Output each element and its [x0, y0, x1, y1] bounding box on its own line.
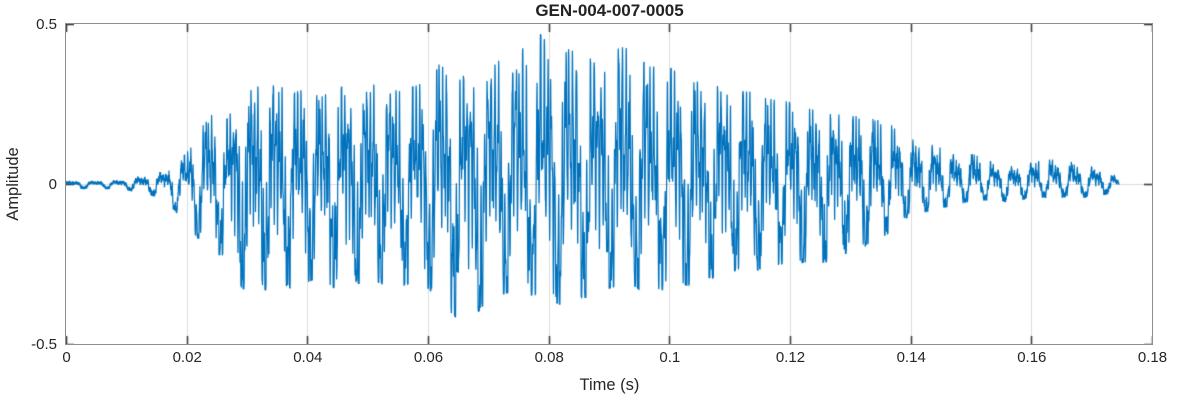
y-tick-label: 0 [48, 175, 57, 193]
x-tick-label: 0 [62, 349, 71, 366]
x-tick-label: 0.12 [775, 349, 806, 366]
waveform-canvas [66, 24, 1152, 344]
x-tick-label: 0.14 [896, 349, 926, 366]
chart-title: GEN-004-007-0005 [535, 1, 684, 20]
y-tick-label: 0.5 [36, 15, 57, 33]
x-axis-label: Time (s) [579, 376, 640, 394]
x-tick-label: 0.02 [172, 349, 202, 366]
x-tick-label: 0.08 [534, 349, 564, 366]
x-tick-label: 0.06 [413, 349, 444, 366]
x-tick-label: 0.18 [1137, 349, 1168, 366]
y-tick-label: -0.5 [31, 335, 57, 353]
x-tick-label: 0.16 [1017, 349, 1047, 366]
x-tick-label: 0.1 [659, 349, 681, 366]
x-tick-label: 0.04 [293, 349, 323, 366]
plot-area [65, 23, 1153, 345]
